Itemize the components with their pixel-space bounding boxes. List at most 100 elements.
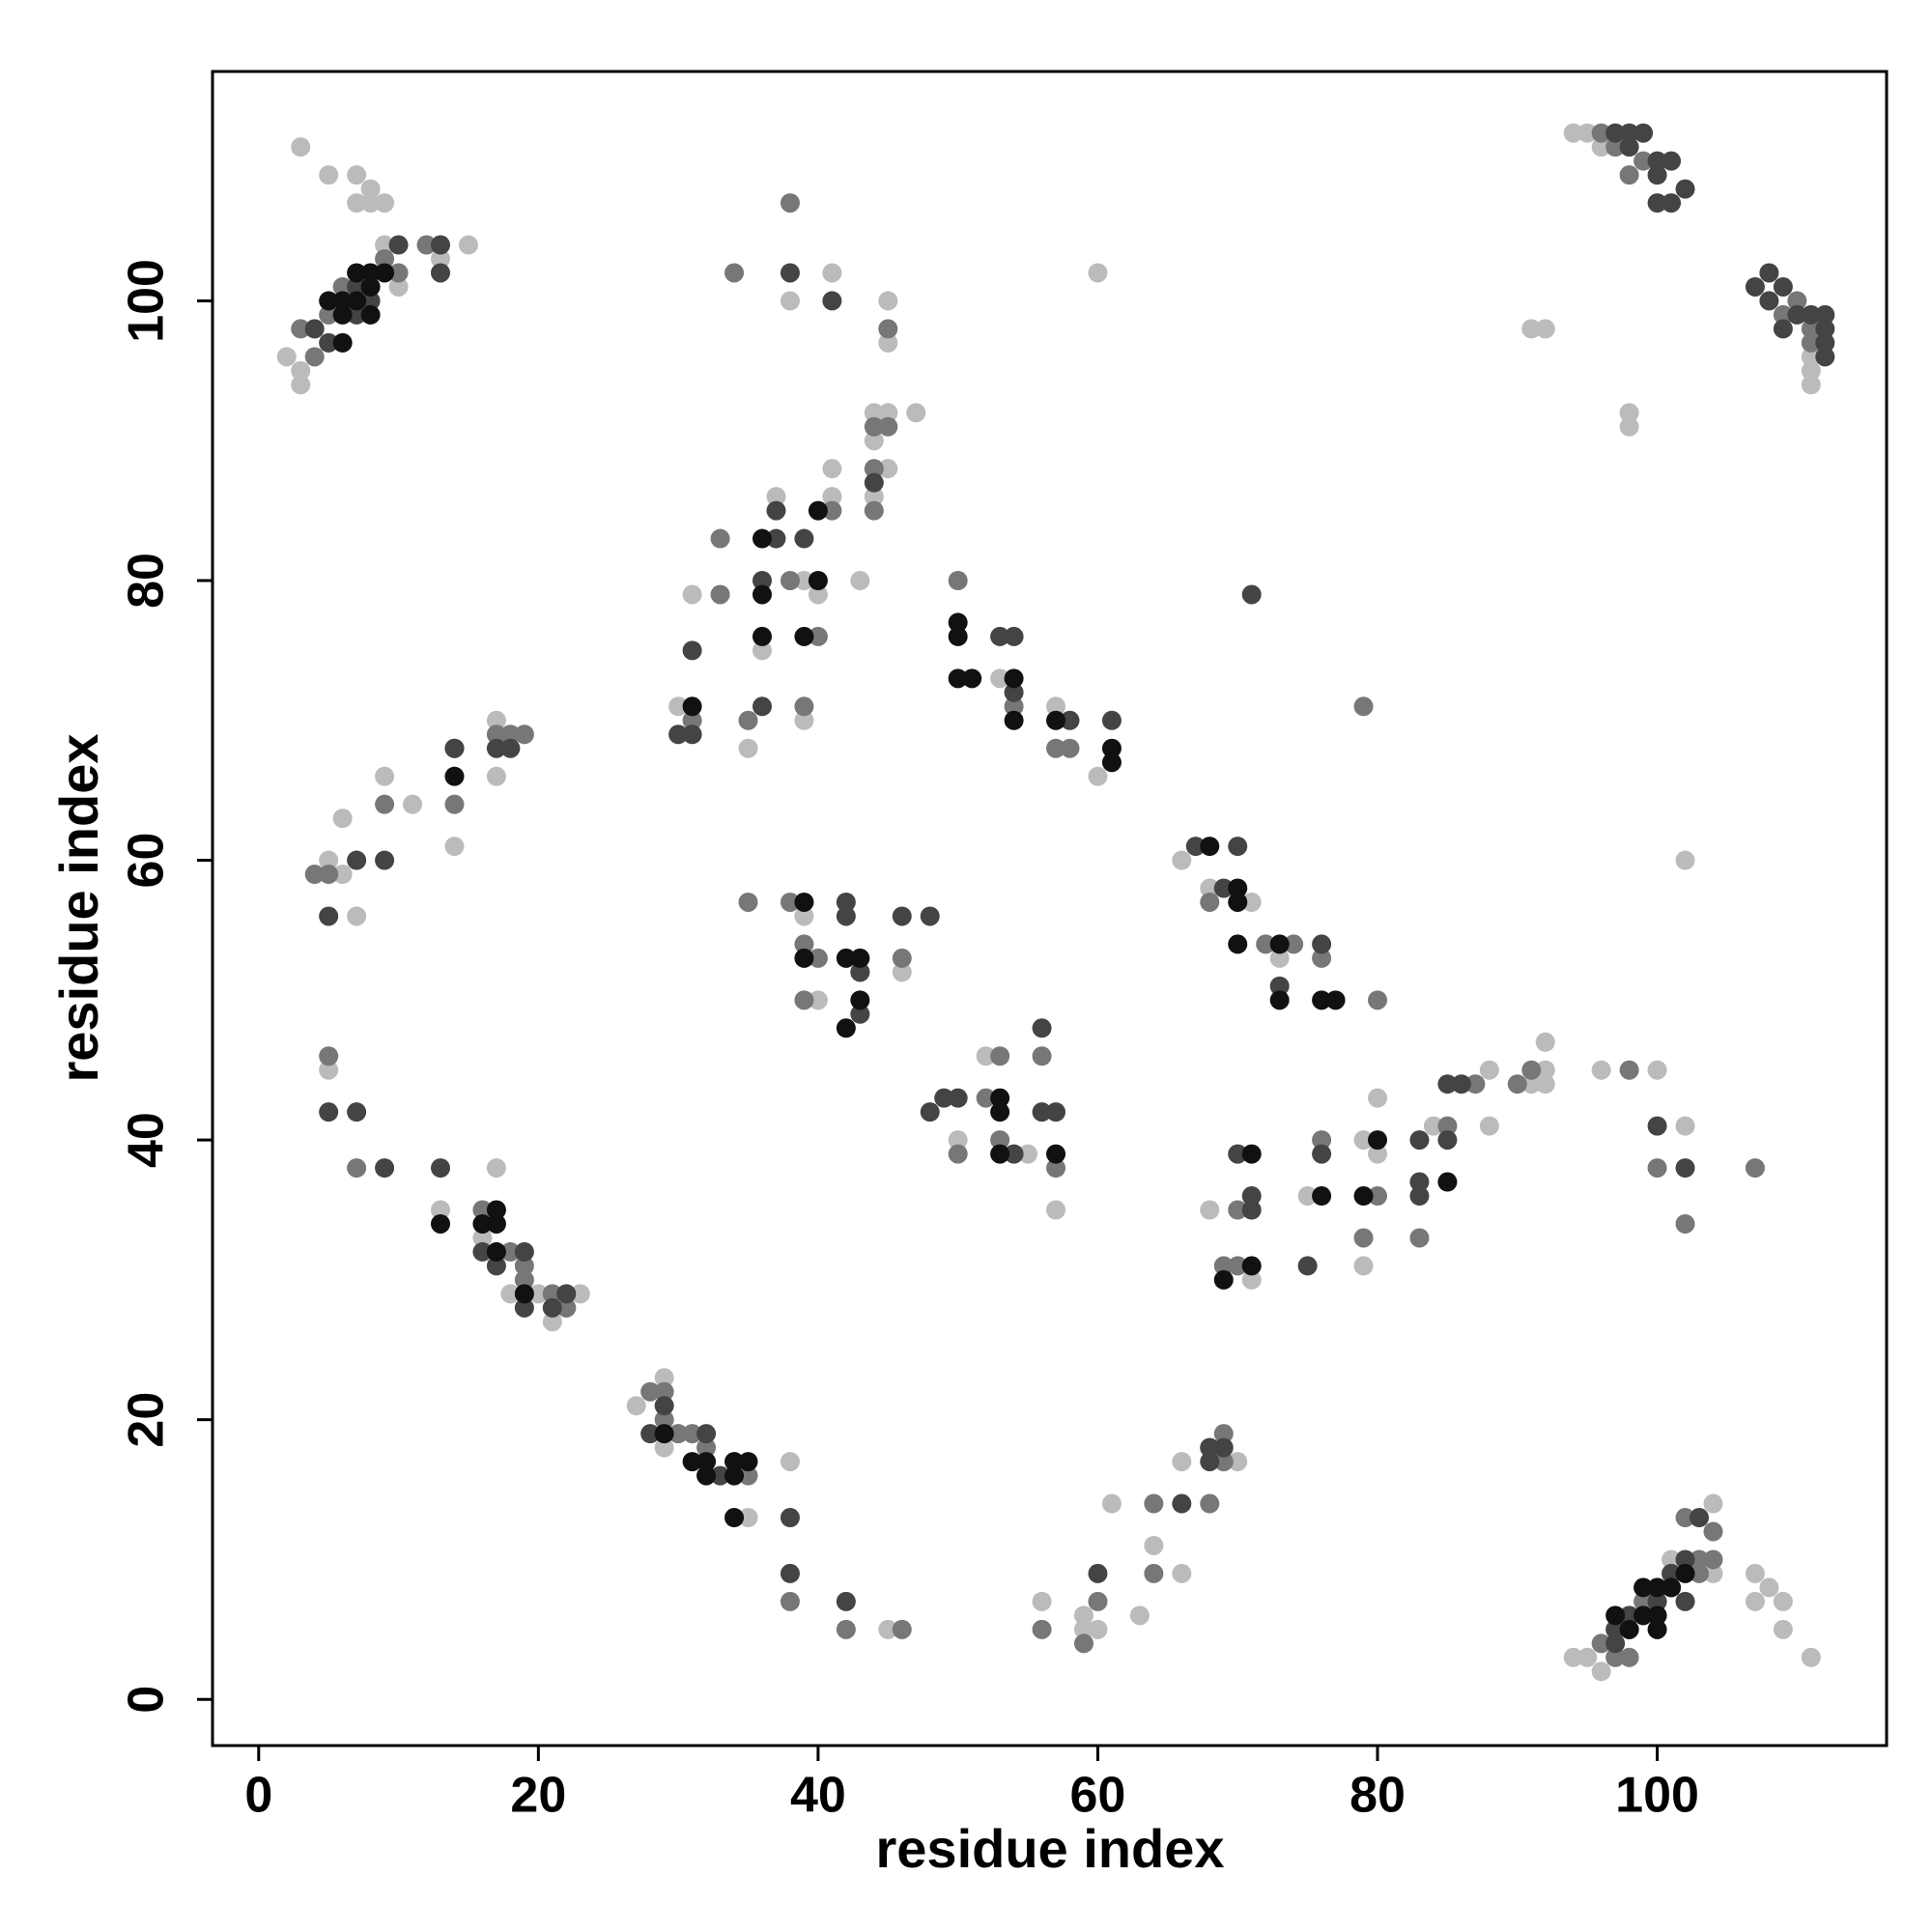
contact-point bbox=[1773, 1619, 1793, 1639]
contact-point bbox=[1368, 1130, 1388, 1151]
contact-point bbox=[347, 276, 367, 297]
contact-point bbox=[347, 193, 367, 213]
contact-point bbox=[1228, 934, 1248, 954]
contact-point bbox=[1368, 990, 1388, 1010]
contact-point bbox=[347, 165, 367, 185]
contact-point bbox=[1368, 1144, 1388, 1164]
contact-point bbox=[1004, 710, 1024, 730]
contact-point bbox=[1241, 1200, 1262, 1220]
contact-point bbox=[1675, 1591, 1695, 1611]
contact-point bbox=[640, 1381, 661, 1402]
contact-point bbox=[319, 304, 339, 325]
contact-point bbox=[878, 332, 898, 353]
contact-point bbox=[696, 1452, 717, 1472]
contact-point bbox=[1801, 360, 1821, 381]
contact-point bbox=[948, 626, 968, 646]
contact-point bbox=[1032, 1102, 1052, 1122]
contact-point bbox=[360, 179, 381, 199]
contact-point bbox=[1703, 1493, 1723, 1514]
contact-point bbox=[864, 459, 884, 479]
contact-point bbox=[1368, 1088, 1388, 1108]
contact-point bbox=[822, 263, 842, 283]
contact-point bbox=[1101, 1493, 1122, 1514]
contact-point bbox=[1759, 263, 1779, 283]
contact-point bbox=[1662, 193, 1682, 213]
contact-point bbox=[1200, 1200, 1220, 1220]
contact-point bbox=[514, 1284, 534, 1304]
contact-point bbox=[1088, 1619, 1108, 1639]
contact-point bbox=[1591, 1662, 1611, 1682]
contact-point bbox=[332, 865, 353, 885]
contact-point bbox=[1437, 1074, 1458, 1094]
contact-point bbox=[808, 584, 828, 605]
contact-point bbox=[1773, 304, 1793, 325]
contact-point bbox=[1423, 1116, 1443, 1136]
contact-point bbox=[1269, 976, 1290, 996]
contact-point bbox=[1619, 123, 1639, 143]
contact-point bbox=[948, 668, 968, 689]
contact-point bbox=[766, 487, 786, 507]
y-tick-label: 100 bbox=[119, 259, 175, 343]
contact-point bbox=[794, 626, 814, 646]
contact-point bbox=[1605, 1634, 1626, 1654]
contact-point bbox=[1815, 319, 1835, 339]
contact-point bbox=[738, 1465, 758, 1486]
contact-point bbox=[1046, 696, 1066, 717]
contact-point bbox=[1046, 1200, 1066, 1220]
contact-point bbox=[976, 1088, 996, 1108]
contact-point bbox=[808, 990, 828, 1010]
contact-point bbox=[1213, 1437, 1234, 1458]
contact-point bbox=[472, 1200, 493, 1220]
contact-point bbox=[682, 696, 702, 717]
contact-point bbox=[1591, 1060, 1611, 1080]
contact-point bbox=[347, 263, 367, 283]
contact-point bbox=[794, 906, 814, 926]
contact-point bbox=[1647, 1116, 1667, 1136]
contact-point bbox=[1312, 1186, 1332, 1207]
contact-point bbox=[1353, 1256, 1374, 1276]
contact-point bbox=[808, 948, 828, 968]
contact-point bbox=[892, 962, 912, 982]
contact-point bbox=[1535, 1074, 1555, 1094]
contact-point bbox=[276, 347, 297, 367]
contact-point bbox=[332, 809, 353, 829]
contact-point bbox=[1088, 1563, 1108, 1583]
contact-point bbox=[794, 892, 814, 912]
contact-point bbox=[542, 1297, 562, 1318]
contact-point bbox=[836, 1591, 856, 1611]
contact-point bbox=[1662, 1563, 1682, 1583]
contact-point bbox=[1773, 1591, 1793, 1611]
contact-point bbox=[1521, 1060, 1542, 1080]
contact-point bbox=[1591, 1634, 1611, 1654]
contact-point bbox=[1801, 1647, 1821, 1667]
contact-point bbox=[822, 291, 842, 311]
y-tick-label: 60 bbox=[119, 833, 175, 889]
contact-point bbox=[1200, 878, 1220, 898]
contact-point bbox=[1801, 347, 1821, 367]
contact-point bbox=[514, 1241, 534, 1262]
contact-point bbox=[1073, 1634, 1094, 1654]
contact-point bbox=[864, 416, 884, 437]
contact-point bbox=[850, 962, 870, 982]
contact-point bbox=[668, 696, 689, 717]
contact-point bbox=[1325, 990, 1346, 1010]
contact-point bbox=[836, 906, 856, 926]
plot-frame bbox=[211, 70, 1889, 1747]
contact-point bbox=[472, 1228, 493, 1248]
contact-point bbox=[486, 1200, 506, 1220]
contact-point bbox=[319, 1046, 339, 1066]
contact-point bbox=[682, 724, 702, 745]
contact-point bbox=[1479, 1060, 1499, 1080]
contact-point bbox=[332, 304, 353, 325]
contact-point bbox=[948, 1144, 968, 1164]
contact-point bbox=[1046, 710, 1066, 730]
contact-point bbox=[304, 347, 325, 367]
contact-point bbox=[780, 291, 800, 311]
contact-point bbox=[1634, 1591, 1654, 1611]
contact-point bbox=[528, 1284, 549, 1304]
contact-point bbox=[794, 710, 814, 730]
contact-point bbox=[291, 319, 311, 339]
contact-point bbox=[1284, 934, 1304, 954]
contact-point bbox=[1662, 1577, 1682, 1598]
contact-point bbox=[1437, 1172, 1458, 1192]
